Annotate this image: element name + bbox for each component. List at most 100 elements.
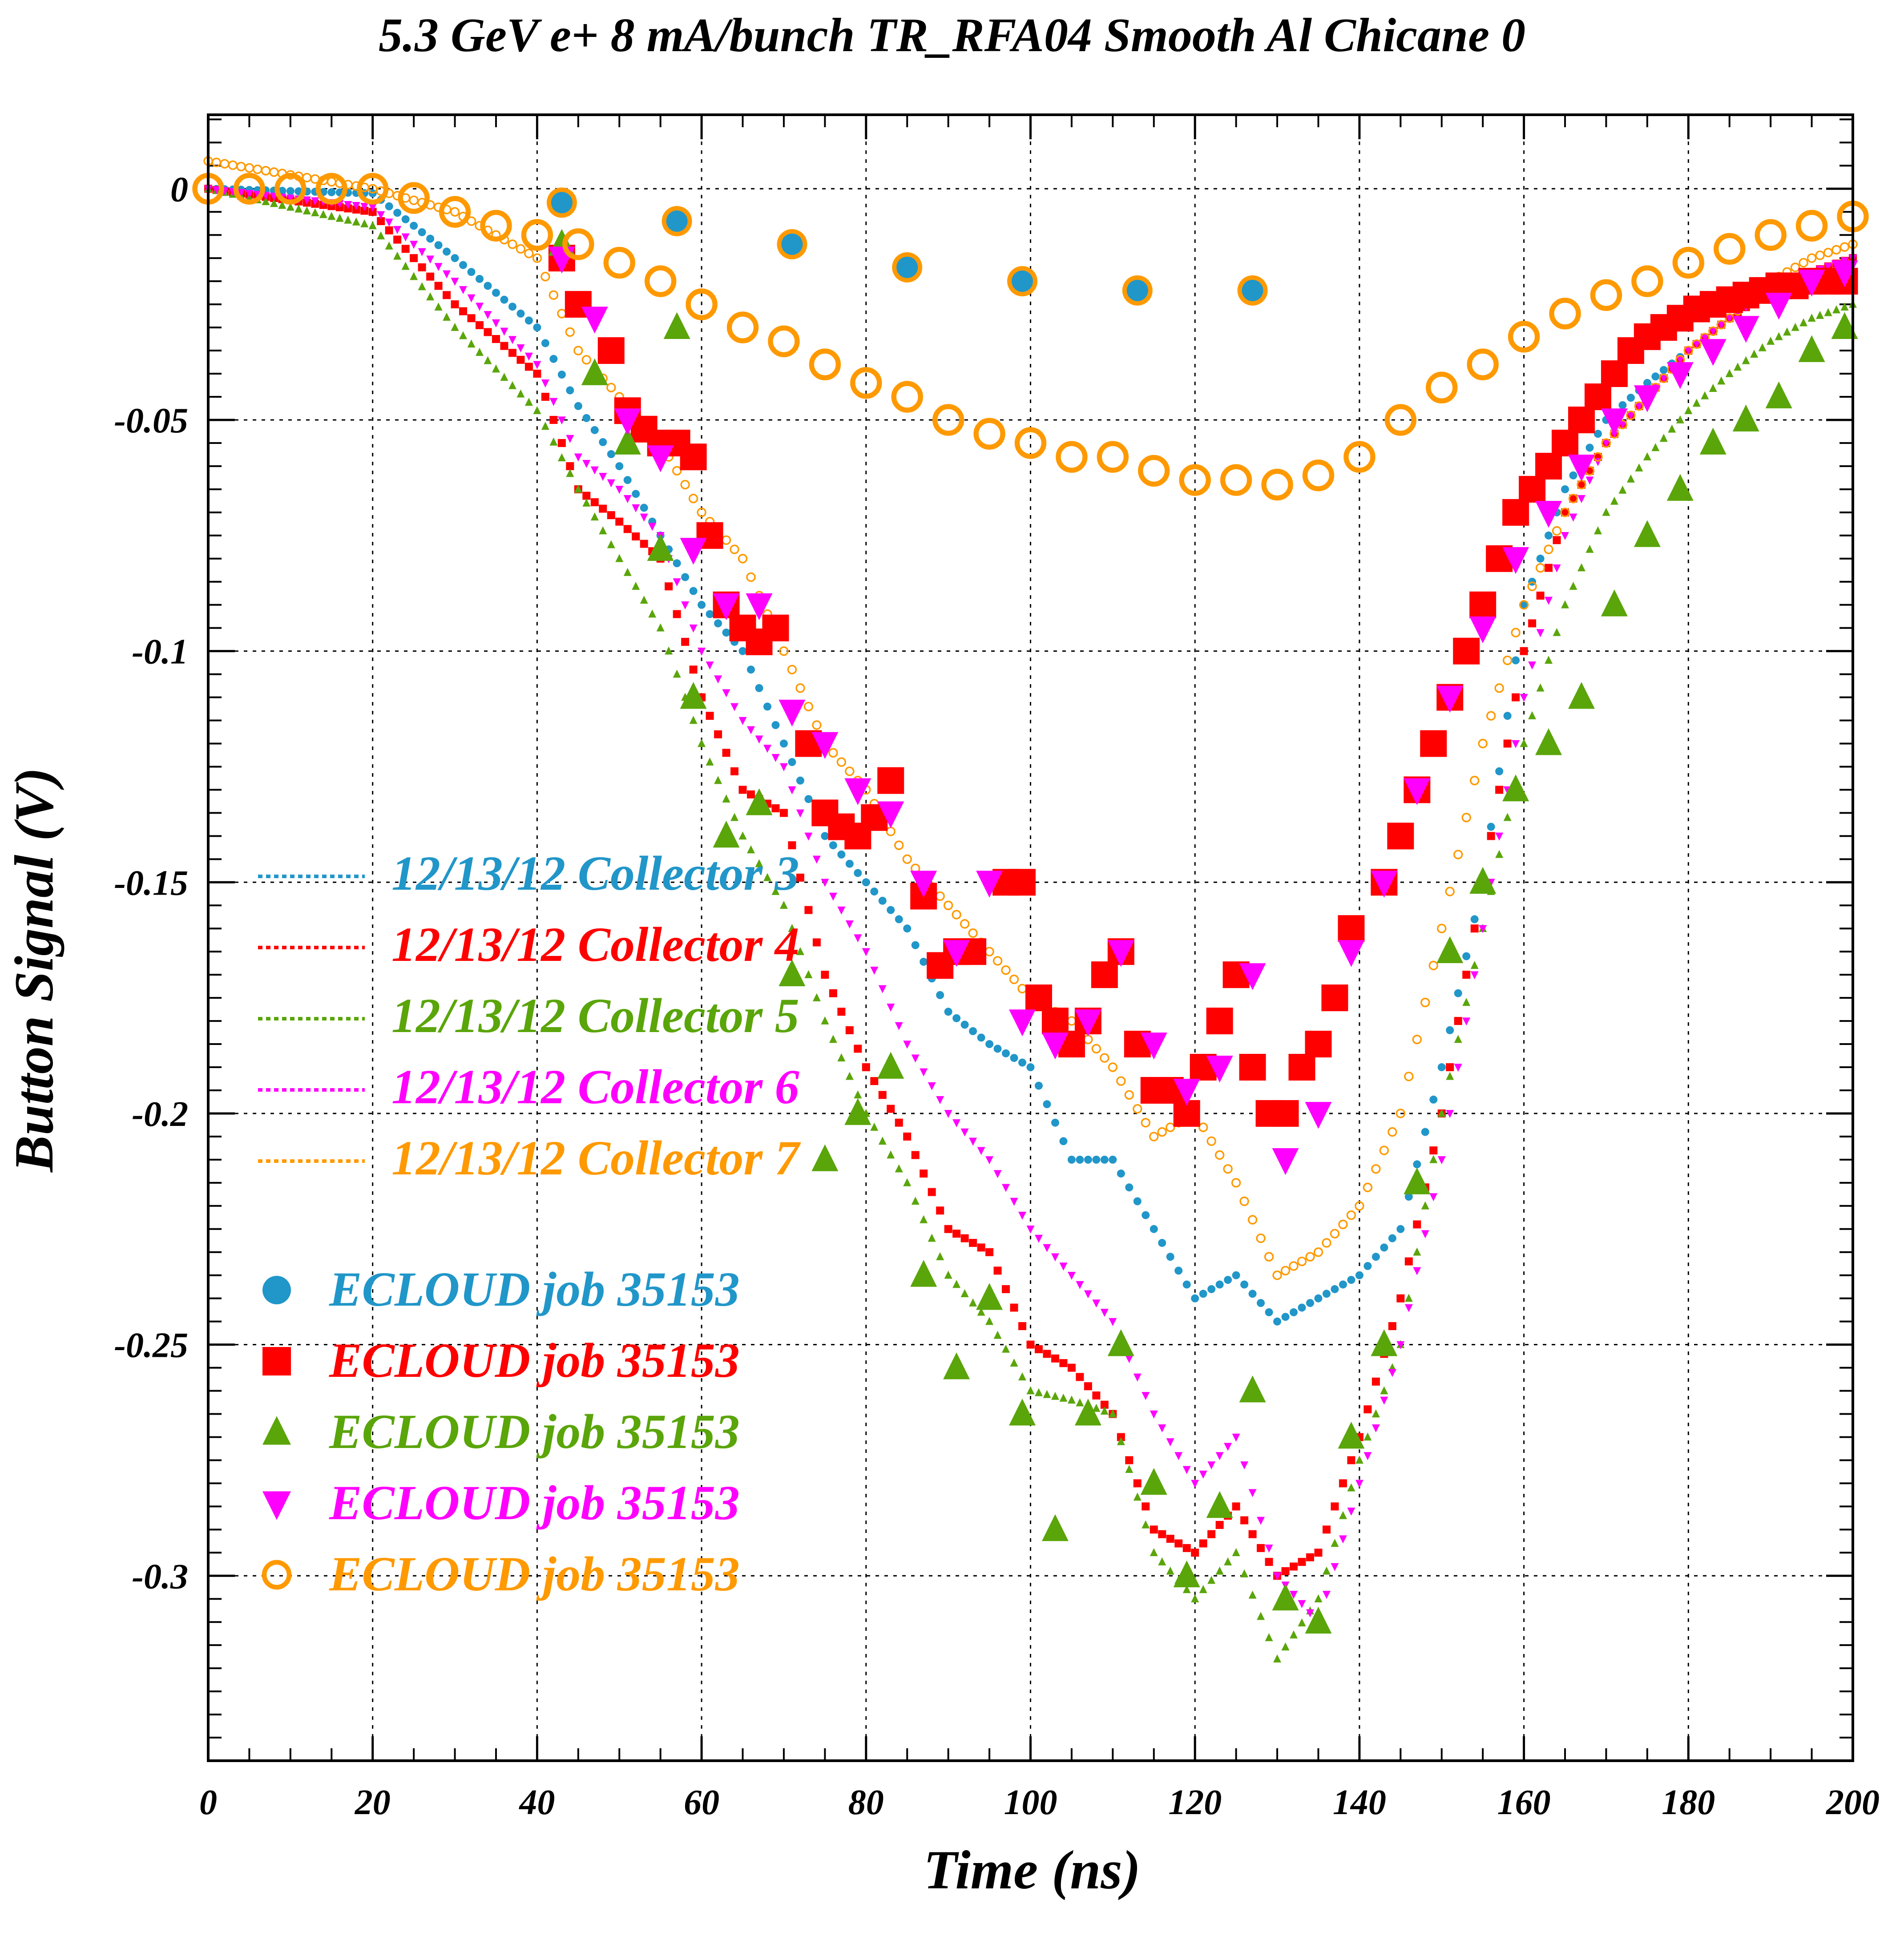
measured-point: [1166, 1438, 1174, 1447]
sim-point: [1074, 1399, 1101, 1426]
measured-point: [1149, 1132, 1159, 1141]
measured-point: [1503, 712, 1512, 720]
measured-point: [706, 661, 714, 670]
measured-point: [680, 480, 690, 490]
measured-point: [796, 947, 804, 955]
measured-point: [1109, 1155, 1117, 1164]
measured-point: [1413, 1160, 1421, 1169]
measured-point: [426, 255, 435, 264]
sim-point: [1634, 520, 1661, 547]
measured-point: [903, 1178, 912, 1186]
measured-point: [1232, 1271, 1240, 1279]
measured-point: [944, 1270, 952, 1279]
measured-point: [1396, 1341, 1405, 1349]
measured-point: [854, 934, 862, 943]
measured-point: [508, 336, 516, 344]
measured-point: [1150, 1410, 1158, 1419]
measured-point: [508, 239, 517, 249]
measured-point: [566, 469, 574, 477]
measured-point: [1618, 421, 1627, 429]
measured-point: [943, 900, 953, 910]
measured-point: [557, 439, 566, 447]
measured-point: [977, 1307, 985, 1316]
measured-point: [689, 587, 698, 595]
measured-point: [706, 757, 714, 766]
measured-point: [426, 272, 435, 281]
measured-point: [574, 484, 582, 493]
measured-point: [1839, 242, 1850, 252]
measured-point: [1495, 767, 1504, 775]
measured-point: [443, 270, 451, 278]
measured-point: [952, 1014, 961, 1022]
legend-sim-marker: [262, 1416, 291, 1445]
measured-point: [1084, 1382, 1092, 1391]
measured-point: [1059, 1359, 1068, 1367]
measured-point: [484, 356, 492, 364]
measured-point: [763, 873, 771, 881]
measured-point: [311, 197, 319, 206]
measured-point: [1092, 1155, 1101, 1164]
measured-point: [418, 263, 426, 271]
sim-point: [943, 940, 970, 967]
measured-point: [410, 254, 418, 262]
measured-point: [401, 262, 410, 270]
sim-point: [1436, 936, 1464, 964]
measured-point: [1429, 1155, 1438, 1163]
measured-point: [1396, 1109, 1406, 1118]
measured-point: [1117, 1433, 1125, 1441]
measured-point: [1396, 1294, 1405, 1303]
measured-point: [516, 309, 525, 318]
measured-point: [1528, 661, 1537, 670]
measured-point: [566, 462, 574, 470]
measured-point: [911, 1054, 920, 1063]
sim-point: [1220, 464, 1252, 496]
measured-point: [992, 956, 1003, 966]
measured-point: [821, 971, 829, 979]
measured-point: [977, 1147, 985, 1155]
sim-point: [1549, 298, 1581, 330]
measured-point: [1214, 1150, 1225, 1160]
x-tick-label: 100: [1004, 1783, 1057, 1822]
sim-point: [932, 404, 964, 436]
sim-point: [581, 307, 608, 334]
sim-point: [1206, 1491, 1233, 1518]
measured-point: [549, 398, 558, 406]
measured-point: [1601, 438, 1611, 448]
measured-point: [665, 582, 673, 591]
measured-point: [920, 1068, 928, 1077]
measured-point: [1117, 1170, 1125, 1178]
measured-point: [1313, 1247, 1323, 1257]
measured-point: [1577, 495, 1585, 503]
measured-point: [1445, 887, 1455, 896]
measured-point: [451, 300, 459, 309]
measured-point: [1010, 1303, 1018, 1312]
measured-point: [532, 253, 542, 263]
y-tick-label: -0.3: [132, 1557, 188, 1596]
sim-point: [1631, 265, 1663, 297]
sim-point: [680, 444, 707, 471]
measured-point: [393, 226, 402, 234]
measured-point: [755, 735, 763, 744]
sim-point: [1091, 961, 1118, 988]
measured-point: [278, 201, 286, 209]
sim-point: [1831, 312, 1858, 339]
sim-point: [746, 788, 773, 815]
sim-point: [1321, 984, 1348, 1012]
sim-point: [1025, 984, 1052, 1012]
measured-point: [1257, 1612, 1265, 1620]
legend-sim-label: ECLOUD job 35153: [329, 1476, 740, 1530]
measured-point: [870, 1077, 879, 1085]
measured-point: [1141, 1118, 1151, 1128]
measured-point: [1043, 1390, 1051, 1398]
sim-point: [910, 871, 937, 898]
measured-point: [1502, 655, 1513, 666]
measured-point: [854, 869, 862, 877]
measured-point: [698, 647, 706, 656]
sim-point: [680, 538, 707, 565]
measured-point: [262, 197, 270, 206]
measured-point: [689, 666, 698, 674]
measured-point: [747, 726, 755, 734]
measured-point: [1339, 1535, 1347, 1544]
sim-point: [1140, 1033, 1167, 1060]
measured-point: [1799, 258, 1808, 268]
